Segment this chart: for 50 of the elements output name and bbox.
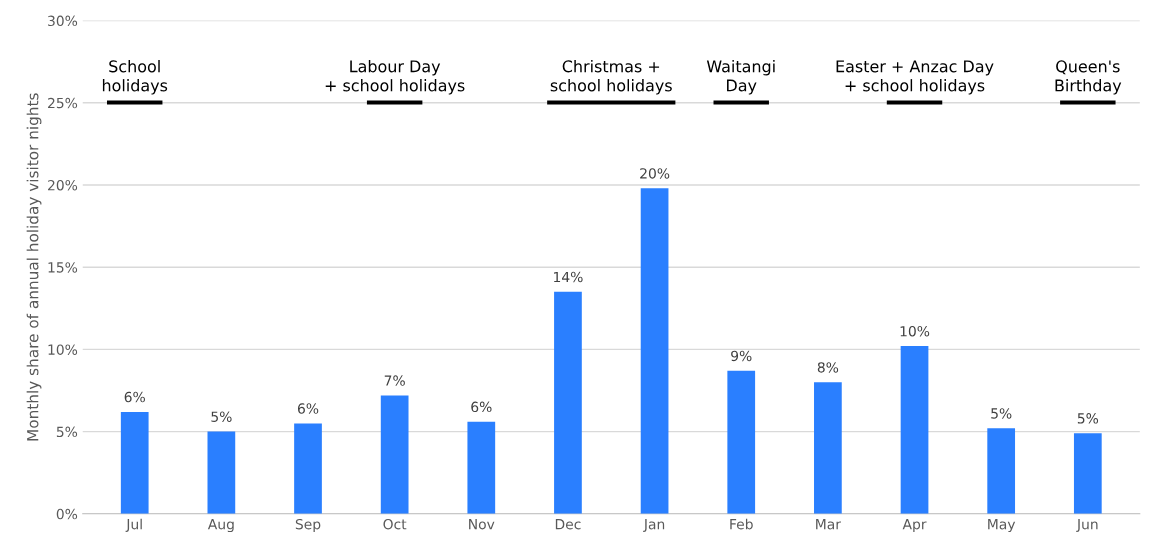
- y-tick-label: 0%: [56, 508, 78, 520]
- x-tick-label: Jul: [125, 518, 142, 533]
- annotation: Labour Day + school holidays: [325, 60, 465, 95]
- y-tick-label: 20%: [48, 179, 78, 191]
- data-label: 6%: [471, 401, 492, 413]
- data-label: 8%: [817, 362, 839, 373]
- data-label: 10%: [900, 325, 930, 337]
- bar: [1073, 433, 1102, 514]
- y-tick-label: 30%: [48, 15, 78, 27]
- bar: [640, 188, 669, 514]
- annotation: Christmas + school holidays: [550, 60, 672, 95]
- bar: [294, 423, 322, 514]
- data-label: 7%: [384, 375, 405, 386]
- bar: [554, 291, 582, 514]
- bar: [814, 382, 842, 514]
- x-tick-label: Dec: [555, 519, 581, 530]
- annotation: Waitangi Day: [706, 60, 775, 95]
- y-tick-label: 5%: [56, 426, 78, 438]
- y-tick-label: 15%: [48, 262, 78, 273]
- annotation: Queen's Birthday: [1055, 60, 1122, 95]
- bar: [380, 395, 409, 514]
- y-axis-title: Monthly share of annual holiday visitor nights: [26, 93, 42, 441]
- data-label: 6%: [297, 403, 319, 414]
- x-tick-label: Jun: [1076, 519, 1098, 533]
- x-tick-label: Oct: [383, 518, 407, 530]
- y-tick-label: 10%: [48, 344, 78, 355]
- bar: [727, 370, 756, 514]
- bar: [987, 428, 1016, 514]
- x-tick-label: May: [988, 519, 1016, 533]
- x-tick-label: Aug: [207, 519, 234, 533]
- bar: [207, 431, 236, 514]
- data-label: 6%: [124, 391, 145, 403]
- y-tick-label: 25%: [48, 97, 78, 109]
- bar: [900, 346, 929, 514]
- data-label: 9%: [731, 350, 752, 362]
- x-tick-label: Apr: [902, 519, 927, 533]
- data-label: 5%: [1077, 413, 1099, 424]
- data-label: 5%: [211, 411, 232, 422]
- x-tick-label: Jan: [643, 519, 665, 533]
- annotation: School holidays: [102, 60, 168, 95]
- data-label: 5%: [991, 408, 1012, 419]
- x-tick-label: Nov: [469, 519, 495, 530]
- bar: [467, 421, 496, 514]
- x-tick-label: Mar: [816, 519, 841, 530]
- x-tick-label: Sep: [295, 518, 321, 533]
- bar: [120, 411, 149, 514]
- x-tick-label: Feb: [730, 518, 753, 530]
- annotation: Easter + Anzac Day + school holidays: [836, 60, 994, 95]
- data-label: 20%: [640, 168, 670, 179]
- data-label: 14%: [554, 271, 583, 283]
